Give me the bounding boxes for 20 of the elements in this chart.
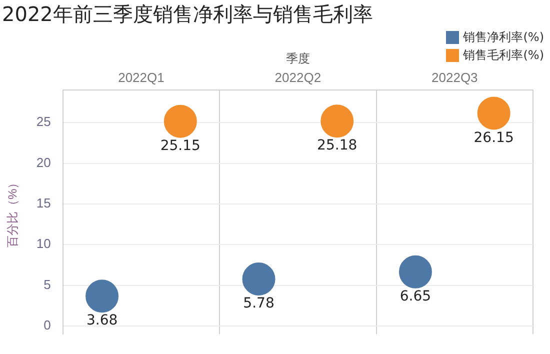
x-tick-label: 2022Q2 xyxy=(274,70,322,85)
legend-label: 销售净利率(%) xyxy=(463,29,544,46)
y-tick-label: 20 xyxy=(36,154,51,170)
chart-title: 2022年前三季度销售净利率与销售毛利率 xyxy=(2,2,373,26)
data-label: 25.15 xyxy=(160,138,200,154)
x-tick-label: 2022Q1 xyxy=(118,70,164,85)
y-axis-title: 百分比（%） xyxy=(6,176,20,248)
y-tick-label: 0 xyxy=(44,318,51,333)
legend-label: 销售毛利率(%) xyxy=(463,47,544,64)
x-axis-title: 季度 xyxy=(286,52,310,66)
data-label: 5.78 xyxy=(243,296,274,312)
data-label: 3.68 xyxy=(86,312,118,329)
x-tick-label: 2022Q3 xyxy=(432,70,478,85)
y-tick-label: 15 xyxy=(36,196,51,211)
y-tick-label: 25 xyxy=(36,114,51,130)
y-tick-label: 5 xyxy=(44,276,51,292)
data-label: 25.18 xyxy=(317,138,358,154)
data-label: 26.15 xyxy=(474,130,514,146)
data-label: 6.65 xyxy=(400,288,432,305)
y-tick-label: 10 xyxy=(36,236,51,252)
